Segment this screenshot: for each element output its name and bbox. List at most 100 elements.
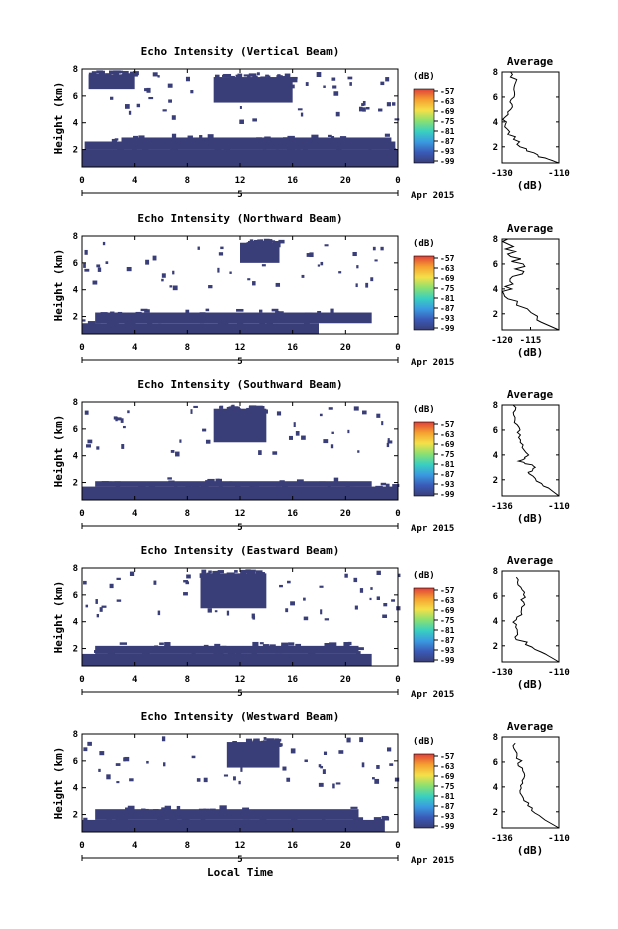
colorbar-tick-label: -81 — [440, 626, 455, 635]
echo-speckle — [272, 241, 281, 244]
average-unit-label: (dB) — [517, 844, 544, 857]
echo-speckle — [226, 572, 235, 577]
echo-cell — [203, 777, 208, 783]
echo-speckle — [278, 239, 285, 244]
echo-speckle — [167, 811, 173, 816]
echo-speckle — [116, 70, 121, 74]
echo-cell — [121, 444, 125, 449]
echo-cell — [397, 573, 401, 578]
echo-cell — [193, 405, 198, 408]
echo-speckle — [266, 738, 275, 743]
average-y-tick-label: 2 — [493, 310, 498, 320]
echo-cell — [371, 777, 375, 780]
echo-cell — [317, 264, 321, 267]
colorbar-tick-label: -87 — [440, 802, 455, 811]
echo-cell — [247, 278, 251, 281]
average-profile-line — [512, 576, 560, 663]
echo-speckle — [295, 643, 302, 647]
y-tick-label: 8 — [73, 564, 78, 574]
echo-speckle — [247, 646, 252, 651]
echo-cell — [270, 91, 274, 95]
echo-speckle — [240, 244, 245, 247]
echo-cell — [86, 444, 91, 448]
echo-speckle — [199, 312, 206, 318]
echo-cell — [306, 253, 311, 257]
colorbar-tick-label: -75 — [440, 117, 455, 126]
echo-cell — [376, 765, 380, 769]
echo-speckle — [187, 135, 193, 140]
echo-region — [82, 323, 319, 334]
echo-speckle — [251, 150, 258, 153]
echo-speckle — [373, 820, 378, 823]
echo-speckle — [236, 323, 245, 328]
echo-speckle — [95, 821, 102, 826]
echo-cell — [226, 610, 230, 616]
echo-speckle — [259, 309, 263, 313]
echo-cell — [236, 421, 239, 425]
echo-speckle — [249, 239, 254, 243]
echo-speckle — [102, 75, 111, 79]
echo-speckle — [185, 809, 193, 815]
echo-cell — [83, 263, 86, 268]
echo-cell — [330, 444, 334, 449]
echo-speckle — [94, 821, 99, 825]
echo-speckle — [257, 239, 263, 245]
x-tick-label: 4 — [132, 176, 138, 186]
echo-speckle — [230, 75, 235, 81]
y-tick-label: 8 — [73, 65, 78, 75]
echo-speckle — [232, 740, 237, 745]
echo-speckle — [127, 805, 135, 811]
echo-speckle — [291, 76, 298, 80]
echo-speckle — [237, 73, 243, 78]
echo-cell — [332, 85, 337, 89]
echo-cell — [214, 610, 218, 613]
echo-speckle — [294, 654, 298, 658]
echo-speckle — [203, 808, 210, 814]
average-y-tick-label: 2 — [493, 476, 498, 486]
echo-cell — [365, 282, 369, 288]
echo-speckle — [119, 642, 128, 645]
echo-speckle — [208, 480, 214, 485]
y-tick-label: 4 — [73, 452, 79, 462]
echo-cell — [183, 580, 189, 583]
echo-cell — [295, 431, 300, 436]
echo-cell — [290, 601, 295, 606]
echo-speckle — [178, 481, 185, 487]
panel-title: Echo Intensity (Eastward Beam) — [141, 544, 340, 557]
echo-cell — [251, 613, 255, 619]
echo-speckle — [125, 75, 131, 80]
echo-speckle — [256, 137, 262, 140]
echo-speckle — [273, 739, 281, 745]
x-tick-label: 20 — [340, 841, 351, 851]
echo-speckle — [198, 808, 206, 813]
echo-cell — [361, 103, 365, 106]
average-x-tick-label: -110 — [548, 668, 570, 678]
x-tick-label: 8 — [185, 841, 190, 851]
echo-cell — [239, 119, 244, 124]
average-y-tick-label: 2 — [493, 143, 498, 153]
date-suffix: Apr 2015 — [411, 191, 454, 201]
echo-cell — [136, 103, 141, 108]
echo-cell — [228, 427, 234, 431]
echo-speckle — [87, 321, 96, 325]
echo-speckle — [157, 655, 165, 658]
echo-speckle — [271, 324, 276, 327]
echo-speckle — [373, 817, 382, 821]
echo-speckle — [247, 740, 253, 745]
echo-cell — [157, 610, 161, 616]
average-title: Average — [507, 554, 554, 567]
echo-cell — [372, 246, 376, 251]
x-tick-label: 12 — [235, 509, 246, 519]
echo-cell — [353, 577, 358, 583]
echo-cell — [101, 605, 107, 608]
echo-speckle — [261, 810, 269, 813]
echo-speckle — [308, 651, 314, 657]
echo-cell — [123, 757, 126, 762]
x-tick-label: 8 — [185, 675, 190, 685]
colorbar-tick-label: -63 — [440, 762, 455, 771]
echo-speckle — [214, 74, 220, 78]
echo-cell — [92, 280, 98, 285]
echo-speckle — [199, 135, 203, 138]
echo-speckle — [245, 142, 253, 146]
x-tick-label: 12 — [235, 675, 246, 685]
